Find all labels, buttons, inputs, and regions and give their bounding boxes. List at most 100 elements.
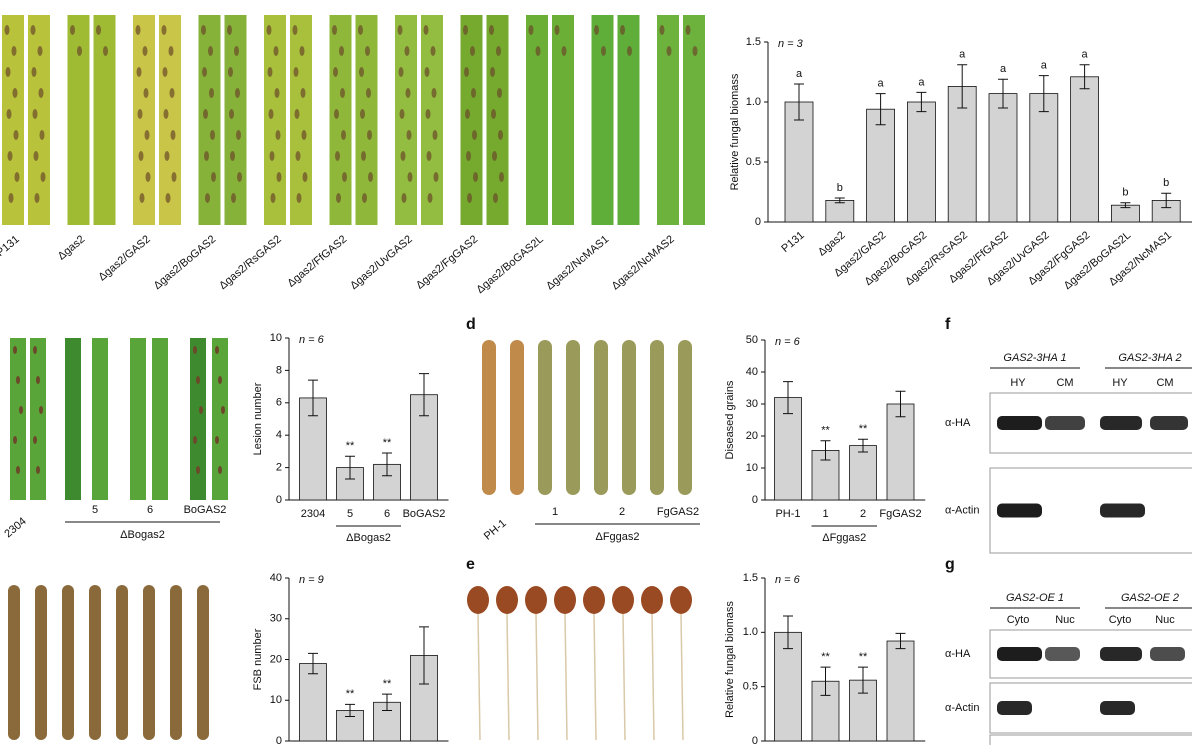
lesion [19,406,23,414]
band [1045,416,1085,430]
photo-label: 6 [147,504,153,516]
lesion [332,25,337,35]
lesion [275,130,281,140]
leaf [65,338,81,500]
lesion [397,25,403,35]
root [680,613,684,741]
lesion [267,67,273,77]
x-tick-label: Δgas2 [816,229,848,258]
lesion [34,193,40,203]
leaf [552,15,574,225]
lesion [466,151,471,161]
leaf [30,338,46,500]
x-tick-label: PH-1 [775,508,800,520]
y-tick-label: 0 [752,735,758,745]
lesion [16,376,20,384]
lesion [594,25,599,35]
x-tick-label: 2304 [301,508,325,520]
annotation: n = 6 [775,574,801,586]
lesion [30,25,36,35]
lesion [293,67,299,77]
lesion [218,466,222,474]
blot-header: GAS2-3HA 1 [1003,352,1066,364]
lesion [666,46,672,56]
blot-row-label: α-HA [945,417,971,429]
significance: a [796,68,803,80]
lesion [299,46,305,56]
leaf [67,15,90,225]
seed [467,586,489,614]
lane-label: CM [1156,377,1173,389]
lesion [142,46,148,56]
lane-label: Cyto [1109,614,1132,626]
lesion [333,67,338,77]
root [651,613,655,741]
lesion [430,46,436,56]
lesion [554,25,560,35]
bar [1070,76,1099,223]
lesion [400,151,406,161]
lesion [335,151,340,161]
lesion [33,151,39,161]
panicle [566,340,580,495]
lesion [135,25,141,35]
error-bar [794,83,804,121]
panicle [482,340,496,495]
annotation: n = 6 [299,334,325,346]
bar [1029,93,1059,223]
lesion [490,67,495,77]
bar [947,86,977,223]
error-bar [382,452,392,477]
panicle [678,340,692,495]
x-tick-label: 1 [822,508,828,520]
lesion [528,25,534,35]
y-tick-label: 8 [276,364,282,376]
band [1150,416,1188,430]
error-bar [1038,75,1049,113]
leaf [130,338,146,500]
photo-label: BoGAS2 [184,504,227,516]
lesion [14,172,20,182]
lane-label: Nuc [1055,614,1075,626]
group-label: ΔBogas2 [120,529,165,541]
photo-label: Δgas2/BoGAS2L [474,233,545,296]
root [477,613,481,741]
lesion [199,406,203,414]
lesion [407,172,413,182]
lesion [37,46,43,56]
lesion [39,406,43,414]
lesion [300,88,306,98]
photo-label: 1 [552,506,558,518]
significance: b [1163,177,1169,189]
photo-label: Δgas2/RsGAS2 [217,233,284,292]
error-bar [957,64,968,109]
significance: ** [383,678,392,690]
lesion [215,436,219,444]
annotation: n = 9 [299,574,324,586]
lesion [209,88,214,98]
photo-label: Δgas2/FfGAS2 [285,233,349,289]
lesion [11,46,17,56]
error-bar [895,632,906,650]
lesion [235,88,240,98]
x-tick-label: 6 [384,508,390,520]
lesion [340,88,345,98]
significance: ** [346,688,355,700]
significance: ** [859,423,868,435]
y-tick-label: 6 [276,397,282,409]
lesion [405,88,411,98]
y-tick-label: 0.5 [746,156,761,168]
bar [825,199,855,223]
lesion [33,346,37,354]
error-bar [783,615,793,650]
lesion [230,151,235,161]
bar [886,640,915,742]
y-tick-label: 1.5 [743,572,758,584]
lesion [426,151,432,161]
y-tick-label: 1.5 [746,36,761,48]
error-bar [998,78,1008,109]
lesion [8,193,14,203]
panicle [8,585,20,740]
seed [583,586,605,614]
lesion [270,193,276,203]
